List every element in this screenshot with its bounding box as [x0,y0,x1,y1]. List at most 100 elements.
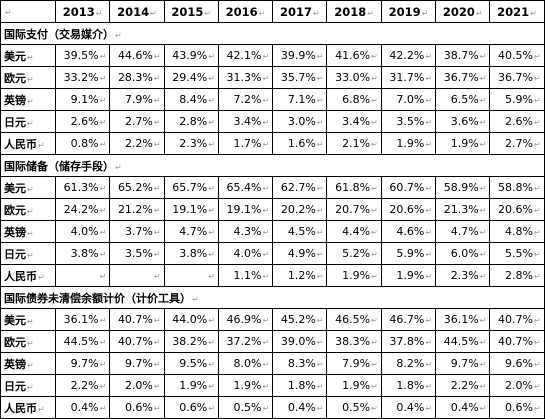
table-row: 日元↵ 3.8%↵ 3.5%↵ 3.8%↵ 4.0%↵ 4.9%↵ 5.2%↵ 5.9%↵ 6.… [0,242,545,265]
value-cell-text: 62.7% [280,181,316,194]
value-cell-text: 1.9% [396,137,425,150]
value-cell-text: 2.0% [505,379,533,392]
paragraph-mark: ↵ [533,404,541,413]
value-cell-text: 4.3% [233,225,262,238]
paragraph-mark: ↵ [27,52,34,62]
value-cell-text: 3.4% [342,115,371,128]
value-cell-text: 7.2% [233,93,262,106]
paragraph-mark: ↵ [99,382,107,391]
paragraph-mark: ↵ [208,52,215,61]
year-header: 2016↵ [217,0,274,23]
value-cell: 3.8%↵ [54,242,111,265]
value-cell: 7.9%↵ [326,352,382,375]
value-cell: 39.0%↵ [272,330,328,353]
paragraph-mark: ↵ [208,250,215,259]
paragraph-mark: ↵ [208,382,215,391]
value-cell-text: 38.2% [172,335,208,348]
value-cell: 0.8%↵ [54,132,111,155]
value-cell-text: 2.2% [124,137,153,150]
value-cell-text: 38.3% [335,335,371,348]
paragraph-mark: ↵ [153,272,161,281]
value-cell-text: 9.7% [450,357,479,370]
value-cell: 4.3%↵ [217,220,274,243]
year-header: 2021↵ [489,0,545,23]
value-cell-text: 24.2% [63,203,99,216]
value-cell-text: 6.0% [450,247,479,260]
value-cell: 40.5%↵ [489,44,545,67]
paragraph-mark: ↵ [99,52,107,61]
value-cell-text: 3.6% [450,115,479,128]
value-cell: 1.9%↵ [435,132,491,155]
paragraph-mark: ↵ [208,360,215,369]
paragraph-mark: ↵ [262,118,270,127]
paragraph-mark: ↵ [208,74,215,83]
value-cell-text: 31.3% [226,71,262,84]
value-cell: 1.9%↵ [380,264,437,287]
value-cell: 19.1%↵ [217,198,274,221]
paragraph-mark: ↵ [27,250,34,260]
currency-label-text: 英镑 [4,357,26,371]
value-cell-text: 65.2% [117,181,153,194]
value-cell: 9.7%↵ [435,352,491,375]
value-cell: 9.7%↵ [109,352,165,375]
value-cell: 58.9%↵ [435,176,491,199]
paragraph-mark: ↵ [371,184,378,193]
value-cell-text: 7.9% [124,93,153,106]
table-row: 人民币↵ ↵ ↵ ↵ 1.1%↵ 1.2%↵ 1.9%↵ 1.9%↵ 2.3%↵ 2.8%↵ [0,264,545,287]
value-cell-text: 9.7% [70,357,99,370]
paragraph-mark: ↵ [371,338,378,347]
paragraph-mark: ↵ [479,52,487,61]
paragraph-mark: ↵ [425,228,433,237]
value-cell-text: 3.8% [179,247,208,260]
value-cell-text: 1.8% [287,379,316,392]
paragraph-mark: ↵ [316,228,324,237]
value-cell-text: 20.2% [280,203,316,216]
value-cell-text: 38.7% [443,49,479,62]
currency-label: 人民币↵ [0,396,56,419]
paragraph-mark: ↵ [479,96,487,105]
value-cell-text: 40.7% [117,313,153,326]
value-cell: 43.9%↵ [163,44,219,67]
value-cell: 39.5%↵ [54,44,111,67]
currency-label: 英镑↵ [0,88,56,111]
value-cell: ↵ [163,264,219,287]
value-cell: 6.8%↵ [326,88,382,111]
paragraph-mark: ↵ [371,140,378,149]
section-row: 国际储备（储存手段）↵ [0,154,545,177]
value-cell: 4.9%↵ [272,242,328,265]
paragraph-mark: ↵ [99,96,107,105]
paragraph-mark: ↵ [316,382,324,391]
value-cell-text: 4.9% [287,247,316,260]
table-row: 欧元↵ 33.2%↵ 28.3%↵ 29.4%↵ 31.3%↵ 35.7%↵ 33.0%↵ 3… [0,66,545,89]
value-cell-text: 65.7% [172,181,208,194]
value-cell: 20.6%↵ [489,198,545,221]
currency-label-text: 人民币 [4,137,37,151]
paragraph-mark: ↵ [479,184,487,193]
paragraph-mark: ↵ [27,360,34,370]
paragraph-mark: ↵ [262,206,270,215]
paragraph-mark: ↵ [153,140,161,149]
value-cell: 9.7%↵ [54,352,111,375]
value-cell: 3.5%↵ [380,110,437,133]
value-cell-text: 39.9% [280,49,316,62]
value-cell-text: 58.8% [498,181,533,194]
value-cell: 5.5%↵ [489,242,545,265]
year-header-text: 2016 [225,4,258,19]
paragraph-mark: ↵ [533,250,541,259]
section-title-text: 国际债券未清偿余额计价（计价工具） [4,291,191,305]
value-cell: 1.9%↵ [163,374,219,397]
value-cell-text: 58.9% [443,181,479,194]
section-row: 国际债券未清偿余额计价（计价工具）↵ [0,286,545,309]
paragraph-mark: ↵ [153,118,161,127]
paragraph-mark: ↵ [99,360,107,369]
value-cell: 5.2%↵ [326,242,382,265]
value-cell: 65.4%↵ [217,176,274,199]
paragraph-mark: ↵ [371,96,378,105]
paragraph-mark: ↵ [316,206,324,215]
value-cell-text: 1.9% [342,379,371,392]
value-cell: 36.1%↵ [435,308,491,331]
value-cell: 46.9%↵ [217,308,274,331]
value-cell: 1.9%↵ [326,264,382,287]
